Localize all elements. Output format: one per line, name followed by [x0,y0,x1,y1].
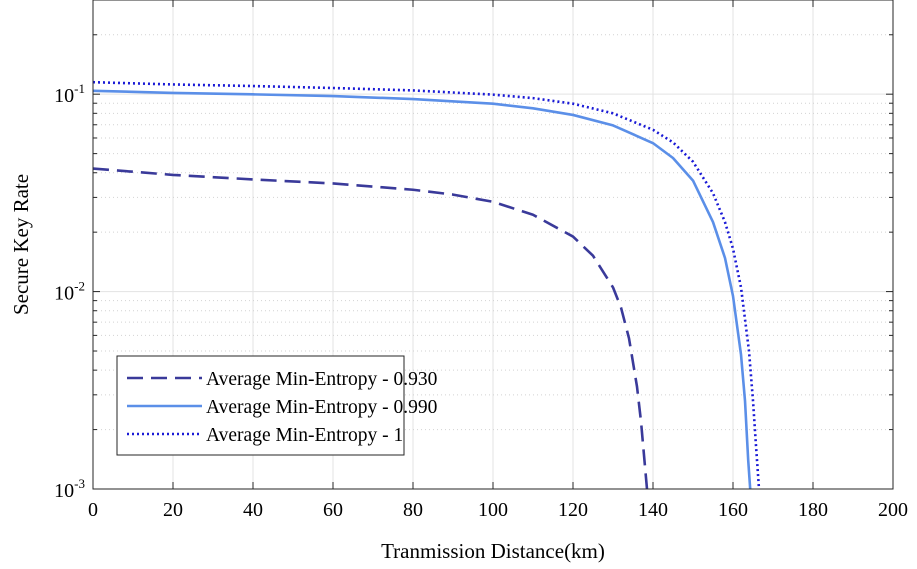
x-tick-label: 140 [638,499,668,521]
axis-ticks: 0 20 40 60 80 100 120 140 160 180 200 10-3 10-2 10-1 [54,0,908,521]
x-tick-label: 80 [403,499,423,521]
grid-lines [93,0,893,489]
x-tick-label: 120 [558,499,588,521]
x-tick-label: 60 [323,499,343,521]
y-tick-label: 10-1 [54,81,85,107]
y-tick-label: 10-3 [54,476,85,502]
x-tick-label: 180 [798,499,828,521]
legend-label-3: Average Min-Entropy - 1 [206,425,403,446]
legend: Average Min-Entropy - 0.930 Average Min-E… [116,355,437,456]
x-tick-label: 20 [163,499,183,521]
x-tick-label: 0 [88,499,98,521]
x-tick-label: 100 [478,499,508,521]
x-tick-label: 160 [718,499,748,521]
y-axis-label: Secure Key Rate [9,174,33,315]
x-axis-label: Tranmission Distance(km) [381,539,605,563]
y-tick-label: 10-2 [54,279,85,305]
series-line-1 [92,167,649,490]
series-lines [92,80,761,490]
x-tick-label: 200 [878,499,908,521]
legend-label-1: Average Min-Entropy - 0.930 [206,369,437,390]
legend-label-2: Average Min-Entropy - 0.990 [206,397,437,418]
series-line-3 [92,80,761,490]
x-tick-label: 40 [243,499,263,521]
series-line-2 [92,89,752,490]
